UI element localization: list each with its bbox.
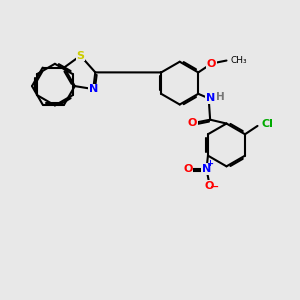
Text: N: N [202, 164, 211, 174]
Text: O: O [188, 118, 197, 128]
Text: H: H [216, 92, 224, 102]
Text: Cl: Cl [261, 119, 273, 129]
Text: O: O [207, 58, 216, 68]
Text: N: N [206, 93, 215, 103]
Text: +: + [206, 159, 214, 168]
Text: N: N [88, 84, 98, 94]
Text: O: O [183, 164, 193, 174]
Text: S: S [76, 51, 85, 61]
Text: O: O [205, 181, 214, 191]
Text: −: − [210, 182, 220, 192]
Text: CH₃: CH₃ [231, 56, 247, 65]
